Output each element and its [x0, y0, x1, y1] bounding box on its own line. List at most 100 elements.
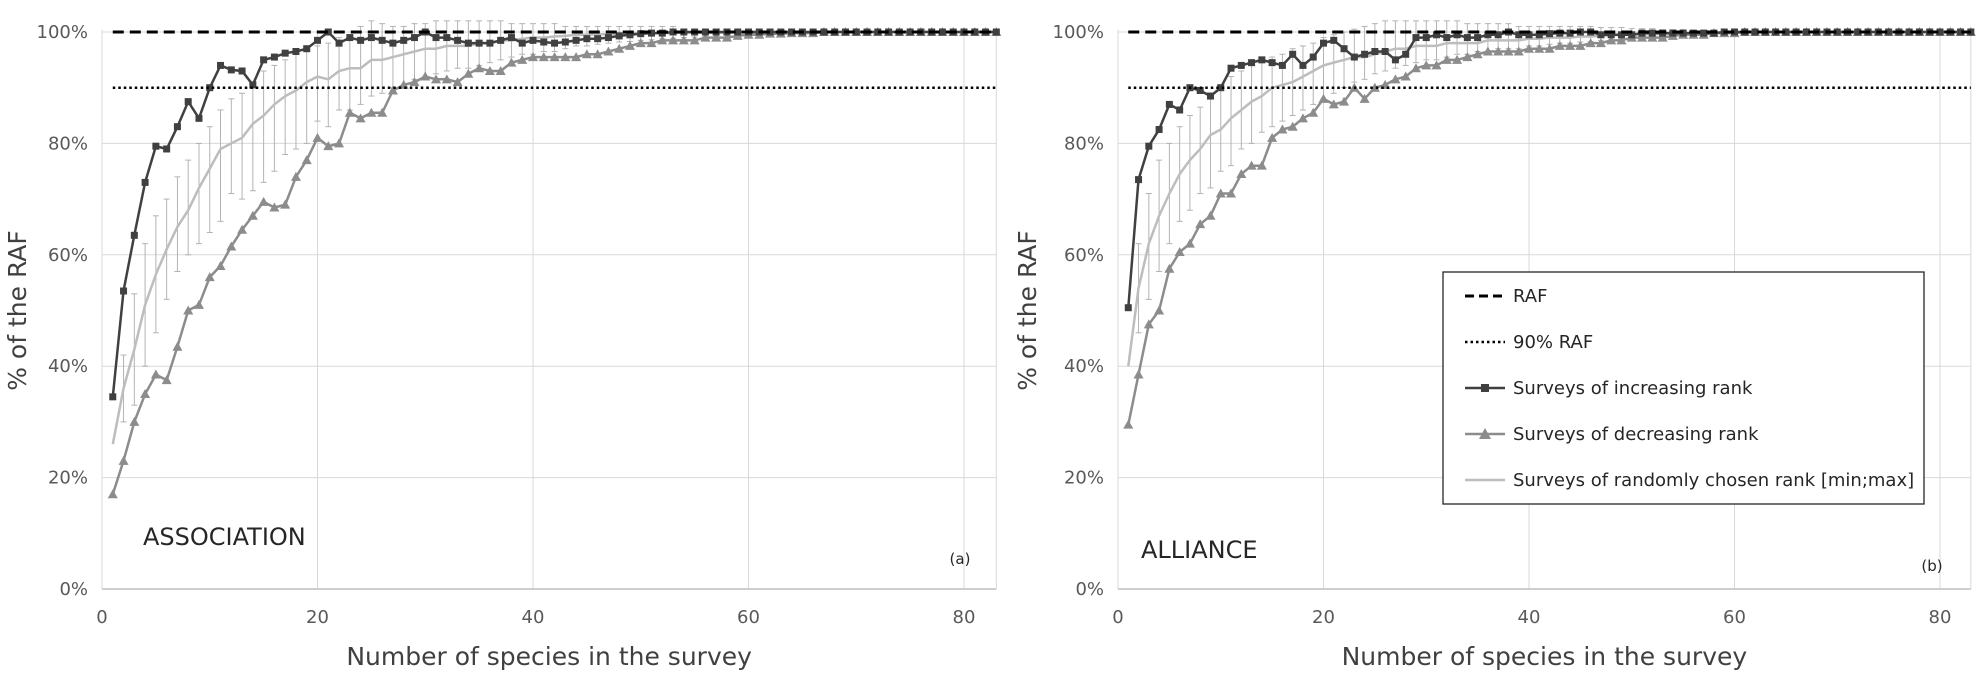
region-annotation: ALLIANCE	[1141, 536, 1258, 564]
triangle-marker	[1164, 263, 1175, 273]
square-marker	[1381, 47, 1389, 55]
square-marker	[594, 35, 602, 43]
triangle-marker	[140, 389, 151, 399]
triangle-marker	[592, 49, 603, 59]
square-marker	[518, 39, 526, 47]
triangle-marker	[1421, 60, 1432, 70]
x-tick-label: 20	[306, 607, 329, 628]
legend: RAF 90% RAF Surveys of increasing rank Surv…	[1442, 271, 1925, 505]
triangle-marker	[1359, 93, 1370, 103]
square-marker	[1607, 31, 1615, 39]
square-marker	[1494, 31, 1502, 39]
square-marker	[1515, 31, 1523, 39]
triangle-marker	[700, 32, 711, 42]
triangle-marker	[237, 224, 248, 234]
square-marker	[1628, 31, 1636, 39]
square-marker	[464, 39, 472, 47]
triangle-marker	[1544, 43, 1555, 53]
triangle-marker	[1246, 160, 1257, 170]
square-marker	[367, 34, 375, 42]
triangle-marker	[484, 65, 495, 75]
triangle-marker	[387, 85, 398, 95]
triangle-marker	[118, 455, 129, 465]
square-marker	[626, 31, 634, 39]
triangle-marker	[107, 489, 118, 499]
triangle-marker	[1390, 74, 1401, 84]
square-marker	[378, 36, 386, 44]
triangle-marker	[129, 416, 140, 426]
y-tick-label: 20%	[48, 468, 88, 489]
square-marker	[1206, 92, 1214, 100]
square-marker	[486, 39, 494, 47]
triangle-marker	[290, 171, 301, 181]
series-line-random	[111, 30, 997, 445]
triangle-marker	[161, 375, 172, 385]
square-marker	[314, 36, 321, 44]
square-marker	[1885, 28, 1893, 36]
square-marker	[195, 114, 203, 122]
triangle-marker	[657, 35, 668, 45]
square-marker	[669, 28, 677, 36]
square-marker	[1433, 31, 1441, 39]
y-axis-title: % of the RAF	[1013, 230, 1042, 391]
square-marker	[1731, 28, 1738, 36]
triangle-marker	[1534, 43, 1545, 53]
triangle-marker	[269, 202, 280, 212]
triangle-marker	[1339, 96, 1350, 106]
x-tick-label: 80	[953, 607, 976, 628]
square-marker	[1330, 36, 1338, 44]
square-marker	[1751, 28, 1759, 36]
triangle-marker	[1493, 46, 1504, 56]
y-tick-label: 100%	[1053, 22, 1104, 43]
square-marker	[1700, 29, 1708, 37]
triangle-marker	[1565, 40, 1576, 50]
triangle-marker	[1575, 40, 1586, 50]
square-marker	[1217, 84, 1225, 92]
square-marker	[906, 28, 914, 36]
square-marker	[852, 28, 860, 36]
triangle-marker	[323, 141, 334, 151]
square-marker	[1135, 176, 1143, 184]
triangle-marker	[1503, 46, 1514, 56]
triangle-marker	[560, 52, 571, 62]
triangle-marker	[1595, 38, 1606, 48]
square-marker	[766, 28, 774, 36]
x-tick-label: 0	[1112, 607, 1123, 628]
square-marker	[1546, 30, 1554, 38]
x-axis-title: Number of species in the survey	[346, 642, 752, 671]
square-marker	[1566, 29, 1574, 37]
triangle-marker	[1143, 319, 1154, 329]
square-marker	[1145, 142, 1153, 150]
triangle-marker	[624, 40, 635, 50]
triangle-marker	[1256, 160, 1267, 170]
chart-panel-b: 0% 20% 40% 60% 80% 100% 0 20 40 60 80 Number of spe…	[1013, 20, 1976, 671]
y-tick-label: 100%	[37, 22, 88, 43]
triangle-marker	[646, 38, 657, 48]
triangle-marker	[1400, 71, 1411, 81]
triangle-marker	[344, 107, 355, 117]
square-marker	[238, 67, 246, 75]
square-marker	[1258, 56, 1266, 64]
square-marker	[1227, 64, 1235, 72]
triangle-marker	[247, 210, 258, 220]
triangle-marker	[571, 52, 582, 62]
y-tick-label: 0%	[1075, 579, 1104, 600]
square-marker	[1278, 61, 1286, 69]
square-marker	[583, 35, 591, 43]
panel-tag: (b)	[1921, 557, 1942, 575]
triangle-marker	[420, 71, 431, 81]
triangle-marker	[1585, 38, 1596, 48]
square-marker	[1782, 28, 1790, 36]
square-marker	[357, 36, 365, 44]
square-marker	[432, 34, 440, 42]
square-marker	[1289, 50, 1297, 58]
square-marker	[1648, 29, 1656, 37]
square-marker	[324, 28, 332, 36]
square-marker	[971, 28, 979, 36]
triangle-marker	[301, 155, 312, 165]
triangle-marker	[1647, 32, 1658, 42]
triangle-marker	[355, 113, 366, 123]
triangle-marker	[668, 35, 679, 45]
triangle-marker	[1410, 63, 1421, 73]
square-marker	[1957, 28, 1965, 36]
